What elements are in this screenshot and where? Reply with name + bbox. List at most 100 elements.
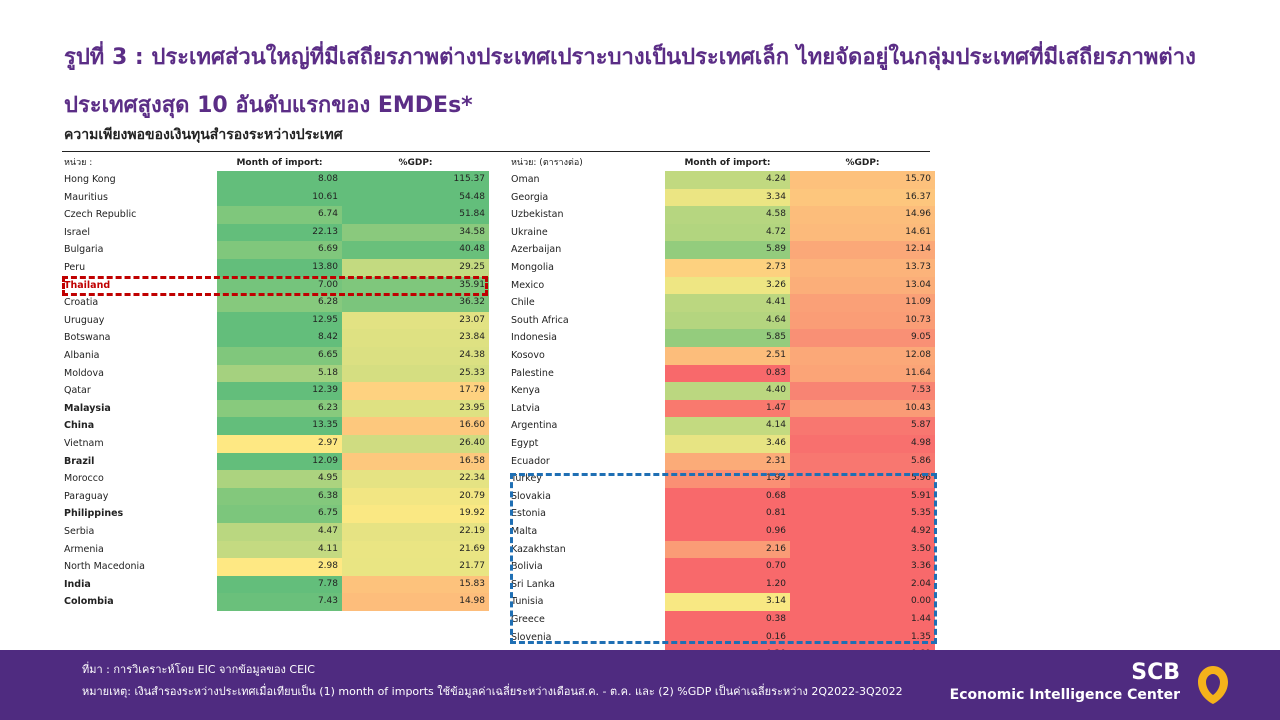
country-name: South Africa <box>511 314 569 326</box>
table-row: North Macedonia 2.98 21.77 <box>64 558 489 576</box>
month-of-import-cell: 4.41 <box>665 294 790 312</box>
table-row: Kenya 4.40 7.53 <box>511 382 935 400</box>
month-of-import-cell: 2.73 <box>665 259 790 277</box>
gdp-percent-cell: 23.07 <box>342 311 489 330</box>
country-name: Botswana <box>64 332 111 344</box>
gdp-percent-cell: 51.84 <box>342 206 489 224</box>
right-col-month-header: Month of import: <box>684 158 771 168</box>
month-of-import-cell: 2.31 <box>665 452 790 471</box>
gdp-percent-cell: 34.58 <box>342 223 489 242</box>
gdp-percent-cell: 21.69 <box>342 540 489 559</box>
month-of-import-cell: 0.68 <box>665 487 790 506</box>
left-col-month-header: Month of import: <box>236 158 323 168</box>
header-rule <box>62 151 930 152</box>
gdp-percent-cell: 5.87 <box>790 417 935 435</box>
table-row: Israel 22.13 34.58 <box>64 223 489 242</box>
gdp-percent-cell: 5.35 <box>790 505 935 523</box>
table-row: Albania 6.65 24.38 <box>64 347 489 365</box>
gdp-percent-cell: 12.14 <box>790 241 935 259</box>
country-name: Morocco <box>64 473 104 485</box>
month-of-import-cell: 4.47 <box>217 523 342 541</box>
month-of-import-cell: 6.69 <box>217 241 342 259</box>
table-row: Uruguay 12.95 23.07 <box>64 311 489 330</box>
gdp-percent-cell: 1.35 <box>790 628 935 647</box>
gdp-percent-cell: 35.91 <box>342 276 489 295</box>
gdp-percent-cell: 14.61 <box>790 223 935 242</box>
month-of-import-cell: 3.34 <box>665 188 790 207</box>
country-name: Malta <box>511 526 538 537</box>
gdp-percent-cell: 23.84 <box>342 329 489 347</box>
table-row: Croatia 6.28 36.32 <box>64 294 489 312</box>
table-row: Czech Republic 6.74 51.84 <box>64 206 489 224</box>
month-of-import-cell: 3.14 <box>665 593 790 611</box>
month-of-import-cell: 3.46 <box>665 435 790 453</box>
gdp-percent-cell: 24.38 <box>342 347 489 365</box>
table-row: Malta 0.96 4.92 <box>511 523 935 541</box>
month-of-import-cell: 1.47 <box>665 399 790 418</box>
gdp-percent-cell: 5.96 <box>790 470 935 488</box>
table-row: Azerbaijan 5.89 12.14 <box>511 241 935 259</box>
country-name: Greece <box>511 614 545 625</box>
table-row: Chile 4.41 11.09 <box>511 294 935 312</box>
footer-source: ที่มา : การวิเคราะห์โดย EIC จากข้อมูลของ… <box>82 663 315 676</box>
table-row: Mongolia 2.73 13.73 <box>511 259 935 277</box>
country-name: Colombia <box>64 596 114 608</box>
table-row: Ecuador 2.31 5.86 <box>511 452 935 471</box>
country-name: India <box>64 578 91 590</box>
month-of-import-cell: 0.81 <box>665 505 790 523</box>
gdp-percent-cell: 16.58 <box>342 452 489 471</box>
gdp-percent-cell: 11.64 <box>790 364 935 383</box>
month-of-import-cell: 4.11 <box>217 540 342 559</box>
country-name: Chile <box>511 297 535 309</box>
month-of-import-cell: 2.51 <box>665 347 790 365</box>
gdp-percent-cell: 115.37 <box>342 171 489 189</box>
month-of-import-cell: 7.00 <box>217 276 342 295</box>
gdp-percent-cell: 11.09 <box>790 294 935 312</box>
table-row: Ukraine 4.72 14.61 <box>511 223 935 242</box>
table-row: China 13.35 16.60 <box>64 417 489 435</box>
country-name: Ecuador <box>511 455 550 467</box>
country-name: Thailand <box>64 279 111 291</box>
month-of-import-cell: 7.78 <box>217 575 342 594</box>
scb-eic-logo-text: SCB Economic Intelligence Center <box>950 660 1180 704</box>
gdp-percent-cell: 36.32 <box>342 294 489 312</box>
right-reserves-table: หน่วย: (ตารางต่อ) Month of import: %GDP:… <box>511 156 935 664</box>
country-name: Israel <box>64 226 90 238</box>
country-name: Argentina <box>511 420 558 432</box>
gdp-percent-cell: 5.86 <box>790 452 935 471</box>
country-name: Moldova <box>64 367 104 379</box>
gdp-percent-cell: 22.34 <box>342 470 489 488</box>
country-name: Czech Republic <box>64 209 137 221</box>
gdp-percent-cell: 12.08 <box>790 347 935 365</box>
month-of-import-cell: 3.26 <box>665 276 790 295</box>
month-of-import-cell: 6.75 <box>217 505 342 523</box>
gdp-percent-cell: 9.05 <box>790 329 935 347</box>
table-row: Malaysia 6.23 23.95 <box>64 399 489 418</box>
gdp-percent-cell: 23.95 <box>342 399 489 418</box>
left-unit-label: หน่วย : <box>64 158 93 168</box>
gdp-percent-cell: 17.79 <box>342 382 489 400</box>
country-name: North Macedonia <box>64 561 146 573</box>
month-of-import-cell: 5.89 <box>665 241 790 259</box>
table-row: Morocco 4.95 22.34 <box>64 470 489 488</box>
table-row: Indonesia 5.85 9.05 <box>511 329 935 347</box>
table-row: Serbia 4.47 22.19 <box>64 523 489 541</box>
month-of-import-cell: 10.61 <box>217 188 342 207</box>
month-of-import-cell: 4.95 <box>217 470 342 488</box>
month-of-import-cell: 2.98 <box>217 558 342 576</box>
month-of-import-cell: 4.14 <box>665 417 790 435</box>
month-of-import-cell: 0.70 <box>665 558 790 576</box>
logo-eic: Economic Intelligence Center <box>949 687 1180 703</box>
country-name: Albania <box>64 350 100 361</box>
gdp-percent-cell: 19.92 <box>342 505 489 523</box>
table-row: Slovenia 0.16 1.35 <box>511 628 935 647</box>
month-of-import-cell: 4.72 <box>665 223 790 242</box>
country-name: Azerbaijan <box>511 244 562 256</box>
country-name: Bolivia <box>511 561 543 573</box>
gdp-percent-cell: 29.25 <box>342 259 489 277</box>
scb-emblem-icon <box>1198 666 1228 704</box>
country-name: Sri Lanka <box>511 578 555 590</box>
table-row: Peru 13.80 29.25 <box>64 259 489 277</box>
country-name: Uzbekistan <box>511 209 564 221</box>
table-row: Mexico 3.26 13.04 <box>511 276 935 295</box>
